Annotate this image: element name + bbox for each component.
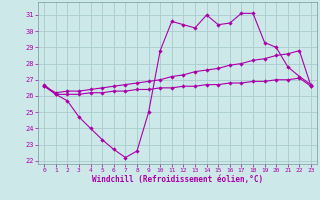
X-axis label: Windchill (Refroidissement éolien,°C): Windchill (Refroidissement éolien,°C) [92, 175, 263, 184]
